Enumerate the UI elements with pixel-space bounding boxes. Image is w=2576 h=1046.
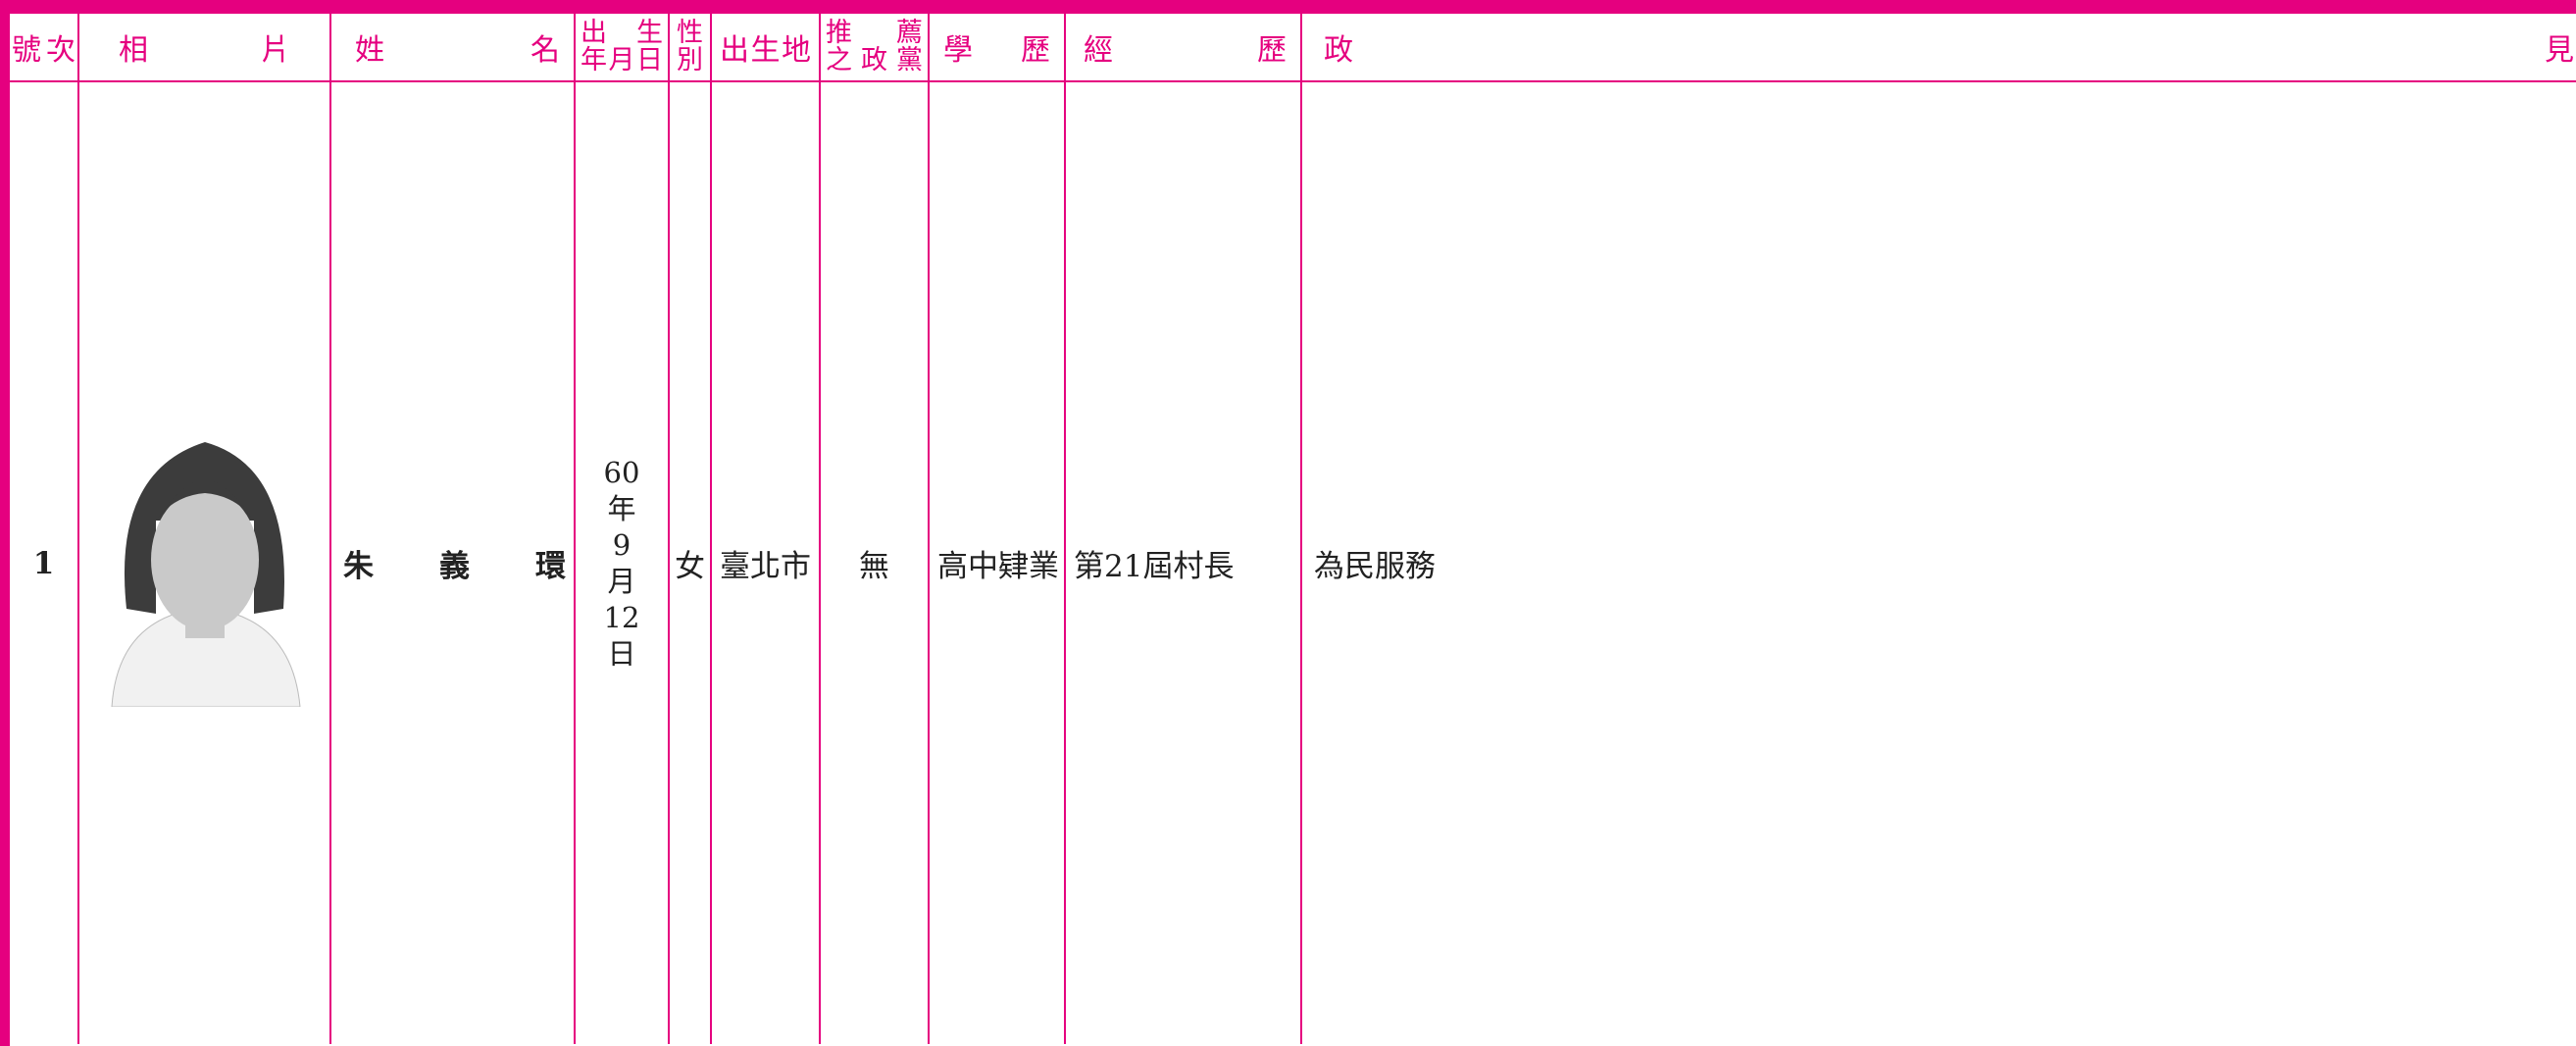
header-line: 推薦 xyxy=(826,18,923,48)
date-part: 12 xyxy=(603,600,640,634)
candidate-number: 1 xyxy=(10,81,79,1044)
header-line: 年月日 xyxy=(581,45,663,75)
header-line: 別 xyxy=(677,45,703,75)
candidate-table: 號次 相片 姓名 出生 年月日 性別 出生地 推薦 之政黨 學歷 經歷 政見 1 朱… xyxy=(10,14,2576,1044)
gender: 女 xyxy=(668,81,712,1044)
photo-cell xyxy=(77,81,331,1044)
birthplace: 臺北市 xyxy=(710,81,821,1044)
header-cell: 出生 年月日 xyxy=(576,20,668,75)
header-cell: 性別 xyxy=(670,20,710,75)
education: 高中肄業 xyxy=(928,81,1066,1044)
header-row: 號次 相片 姓名 出生 年月日 性別 出生地 推薦 之政黨 學歷 經歷 政見 xyxy=(10,14,2576,82)
header-cell: 姓名 xyxy=(355,33,560,68)
candidate-name: 朱義環 xyxy=(329,81,576,1044)
date-part: 60 xyxy=(603,455,640,489)
header-cell: 號次 xyxy=(12,33,76,68)
candidate-row: 1 朱義環 60 年 9 月 12 日 女 臺北市 無 高中肄業 第21屆村長 … xyxy=(10,81,2576,1044)
date-part: 9 xyxy=(612,527,631,562)
experience: 第21屆村長 xyxy=(1064,81,1302,1044)
header-line: 出生 xyxy=(581,18,663,48)
date-part: 月 xyxy=(607,564,636,598)
header-cell: 經歷 xyxy=(1084,33,1287,68)
party: 無 xyxy=(819,81,930,1044)
header-cell: 出生地 xyxy=(720,33,811,68)
header-cell: 學歷 xyxy=(943,33,1050,68)
candidate-photo xyxy=(91,412,318,707)
header-cell: 政見 xyxy=(1324,33,2574,68)
header-cell: 相片 xyxy=(119,33,290,68)
platform: 為民服務 xyxy=(1300,81,2576,1044)
header-line: 性 xyxy=(677,18,703,48)
date-part: 年 xyxy=(607,491,636,525)
birth-date: 60 年 9 月 12 日 xyxy=(574,81,670,1044)
date-part: 日 xyxy=(607,636,636,671)
header-line: 之政黨 xyxy=(826,45,923,75)
header-cell: 推薦 之政黨 xyxy=(821,20,928,75)
